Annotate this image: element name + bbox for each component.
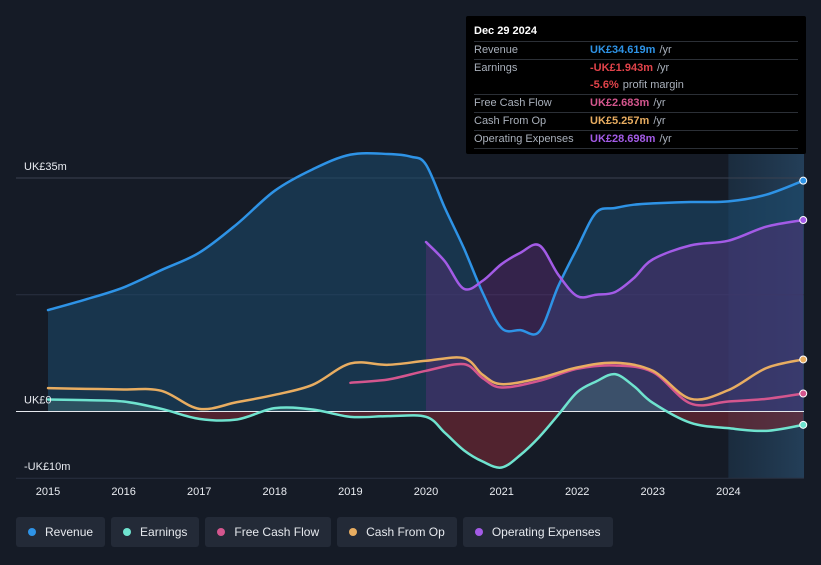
legend-dot-icon	[28, 528, 36, 536]
tooltip-value: UK£2.683m	[590, 97, 650, 109]
endpoint-dot-free-cash-flow	[799, 389, 808, 398]
tooltip-value: -UK£1.943m	[590, 62, 653, 74]
legend-item-earnings[interactable]: Earnings	[111, 517, 200, 547]
earnings-positive-area	[48, 374, 804, 412]
tooltip-value: UK£28.698m	[590, 133, 656, 145]
x-tick-label: 2024	[716, 486, 740, 498]
revenue-area	[48, 153, 804, 412]
tooltip-value: UK£5.257m	[590, 115, 650, 127]
legend-label: Revenue	[45, 525, 94, 539]
tooltip-label: Free Cash Flow	[474, 97, 552, 109]
legend-label: Operating Expenses	[491, 525, 601, 539]
legend-item-cash-from-op[interactable]: Cash From Op	[337, 517, 457, 547]
x-tick-label: 2016	[111, 486, 135, 498]
tooltip-row-profit-margin: -5.6% profit margin	[474, 77, 798, 95]
x-tick-label: 2018	[263, 486, 287, 498]
x-tick-label: 2022	[565, 486, 589, 498]
legend-dot-icon	[123, 528, 132, 536]
tooltip-panel: Dec 29 2024 Revenue UK£34.619m /yr Earni…	[466, 16, 806, 154]
tooltip-value: UK£34.619m	[590, 44, 656, 56]
series-line-revenue	[46, 151, 805, 336]
legend-item-free-cash-flow[interactable]: Free Cash Flow	[205, 517, 332, 547]
legend-item-operating-expenses[interactable]: Operating Expenses	[462, 517, 613, 547]
legend-dot-icon	[474, 528, 483, 536]
legend: Revenue Earnings Free Cash Flow Cash Fro…	[16, 517, 613, 547]
x-tick-label: 2015	[36, 486, 60, 498]
tooltip-row-cash-from-op: Cash From Op UK£5.257m /yr	[474, 113, 798, 131]
endpoint-dot-earnings	[799, 420, 808, 429]
legend-label: Free Cash Flow	[234, 525, 320, 539]
tooltip-unit: /yr	[659, 44, 672, 56]
x-tick-label: 2019	[338, 486, 362, 498]
series-line-operating-expenses	[424, 218, 805, 299]
tooltip-label: Revenue	[474, 44, 519, 56]
tooltip-unit: /yr	[659, 133, 672, 145]
operating-expenses-area	[426, 220, 804, 412]
tooltip-value: -5.6%	[590, 79, 619, 91]
endpoint-dot-revenue	[799, 176, 808, 185]
x-tick-label: 2021	[489, 486, 513, 498]
tooltip-row-earnings: Earnings -UK£1.943m /yr	[474, 60, 798, 77]
tooltip-unit: /yr	[653, 97, 666, 109]
y-tick-label: UK£35m	[24, 161, 67, 173]
x-tick-label: 2023	[641, 486, 665, 498]
tooltip-row-operating-expenses: Operating Expenses UK£28.698m /yr	[474, 131, 798, 149]
tooltip-row-free-cash-flow: Free Cash Flow UK£2.683m /yr	[474, 95, 798, 113]
tooltip-row-revenue: Revenue UK£34.619m /yr	[474, 42, 798, 60]
x-tick-label: 2017	[187, 486, 211, 498]
endpoint-dot-operating-expenses	[799, 216, 808, 225]
tooltip-date: Dec 29 2024	[474, 24, 798, 42]
tooltip-label	[474, 77, 590, 94]
tooltip-unit: /yr	[656, 62, 670, 74]
series-line-cash-from-op	[46, 356, 805, 411]
tooltip-label: Earnings	[474, 62, 518, 74]
tooltip-unit: profit margin	[622, 79, 684, 91]
y-tick-label: UK£0	[24, 395, 52, 407]
tooltip-unit: /yr	[653, 115, 666, 127]
y-tick-label: -UK£10m	[24, 461, 70, 473]
series-line-earnings	[46, 372, 805, 469]
legend-label: Earnings	[140, 525, 188, 539]
earnings-negative-area	[48, 411, 804, 468]
tooltip-label: Operating Expenses	[474, 133, 574, 145]
tooltip-label: Cash From Op	[474, 115, 547, 127]
legend-item-revenue[interactable]: Revenue	[16, 517, 106, 547]
legend-dot-icon	[349, 528, 358, 536]
series-line-free-cash-flow	[349, 362, 805, 407]
legend-label: Cash From Op	[366, 525, 445, 539]
x-tick-label: 2020	[414, 486, 438, 498]
legend-dot-icon	[217, 528, 226, 536]
endpoint-dot-cash-from-op	[799, 355, 808, 364]
